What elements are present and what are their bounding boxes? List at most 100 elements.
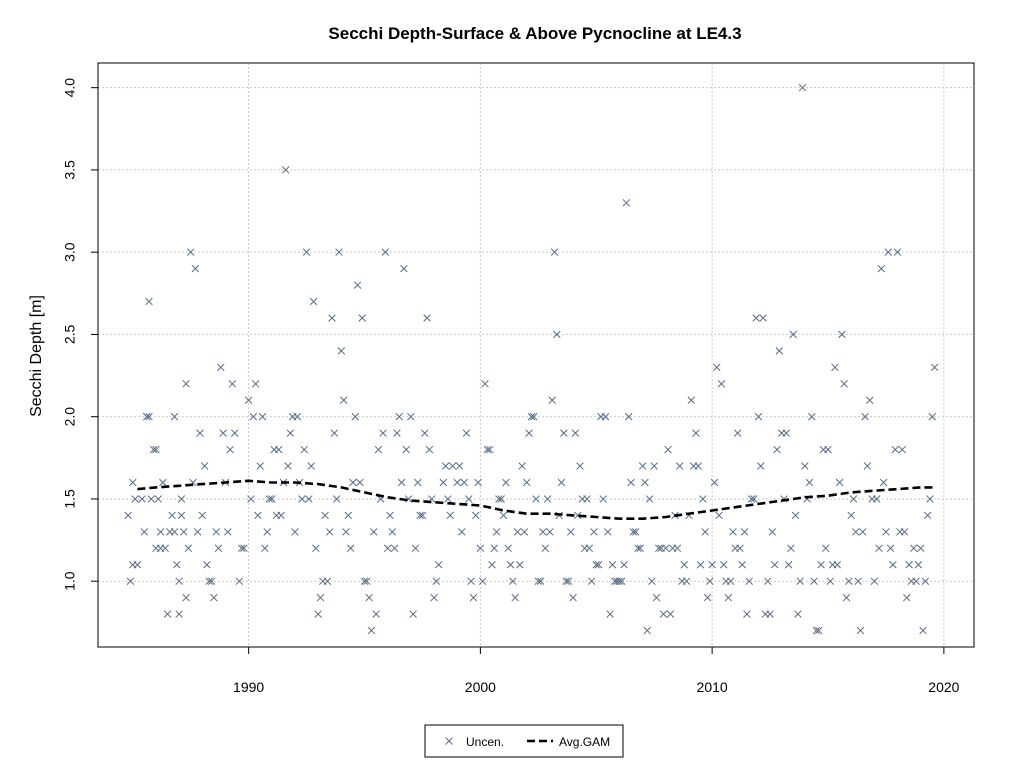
data-point [446,511,455,520]
data-point [485,445,494,454]
data-point [898,445,906,454]
data-point [358,314,366,322]
data-point [773,445,781,454]
data-point [154,495,163,503]
data-point [608,560,617,569]
data-point [434,560,443,569]
data-point [726,577,735,585]
data-point [175,577,183,585]
chart-title: Secchi Depth-Surface & Above Pycnocline … [328,24,741,43]
legend: Uncen. Avg.GAM [424,724,624,758]
data-point [316,593,325,602]
legend-label-uncen: Uncen. [466,735,504,749]
data-point [615,577,624,585]
data-point [145,297,153,306]
data-point [743,610,751,618]
data-point [497,495,505,503]
y-tick-label: 1.0 [62,571,78,591]
data-point [349,478,357,487]
data-point [142,412,151,421]
data-point [175,610,183,618]
data-point [587,577,596,585]
data-point [265,495,274,503]
data-point [884,248,893,256]
data-point [476,544,485,553]
data-point [184,544,193,553]
data-point [235,577,244,585]
data-point [379,429,387,437]
data-point [407,412,415,421]
data-point [847,511,855,520]
data-point [332,495,341,503]
data-point [504,544,512,553]
data-point [286,429,295,437]
data-point [750,495,758,503]
data-point [643,626,651,635]
data-point [400,264,408,273]
data-point [249,412,258,421]
data-point [900,528,909,536]
data-point [149,445,158,454]
data-point [490,544,499,553]
data-point [592,560,601,569]
data-point [870,577,879,585]
x-tick-label: 1990 [233,679,264,695]
data-point [402,445,410,454]
data-point [854,577,862,585]
data-point [300,445,309,454]
data-point [715,511,723,520]
data-point [492,528,501,536]
data-point [511,593,519,602]
data-point [905,560,913,569]
legend-label-gam: Avg.GAM [559,735,610,749]
data-point [648,577,656,585]
data-point [129,478,137,487]
data-point [256,462,264,470]
data-point [418,511,427,520]
data-point [193,528,202,536]
data-point [810,577,818,585]
data-point [909,544,918,553]
data-point [351,412,359,421]
data-point [919,626,927,635]
data-point [706,577,714,585]
gam-line [137,479,935,520]
data-point [759,314,767,322]
data-point [620,560,628,569]
data-point [914,560,923,569]
data-point [798,83,807,92]
data-point [784,560,793,569]
data-point [328,314,336,322]
data-point [509,577,517,585]
data-point [831,363,839,372]
data-point [903,593,911,602]
data-point [210,593,218,602]
data-point [738,560,747,569]
data-point [548,396,556,404]
data-point [808,412,816,421]
data-point [824,445,832,454]
data-point [650,462,658,470]
data-point [302,248,311,256]
data-point [224,528,232,536]
data-point [483,445,492,454]
data-point [710,478,719,487]
data-point [817,560,825,569]
data-point [339,396,348,404]
data-point [469,593,478,602]
data-point [200,462,209,470]
data-point [342,528,350,536]
data-points [124,83,939,635]
data-point [814,626,823,635]
data-point [124,511,132,520]
data-point [268,495,276,503]
data-point [314,610,322,618]
data-point [805,478,814,487]
data-point [849,495,858,503]
data-point [634,544,642,553]
data-point [763,577,772,585]
data-point [659,610,668,618]
x-tick-label: 2010 [697,679,728,695]
data-point [205,577,213,585]
data-point [576,462,584,470]
